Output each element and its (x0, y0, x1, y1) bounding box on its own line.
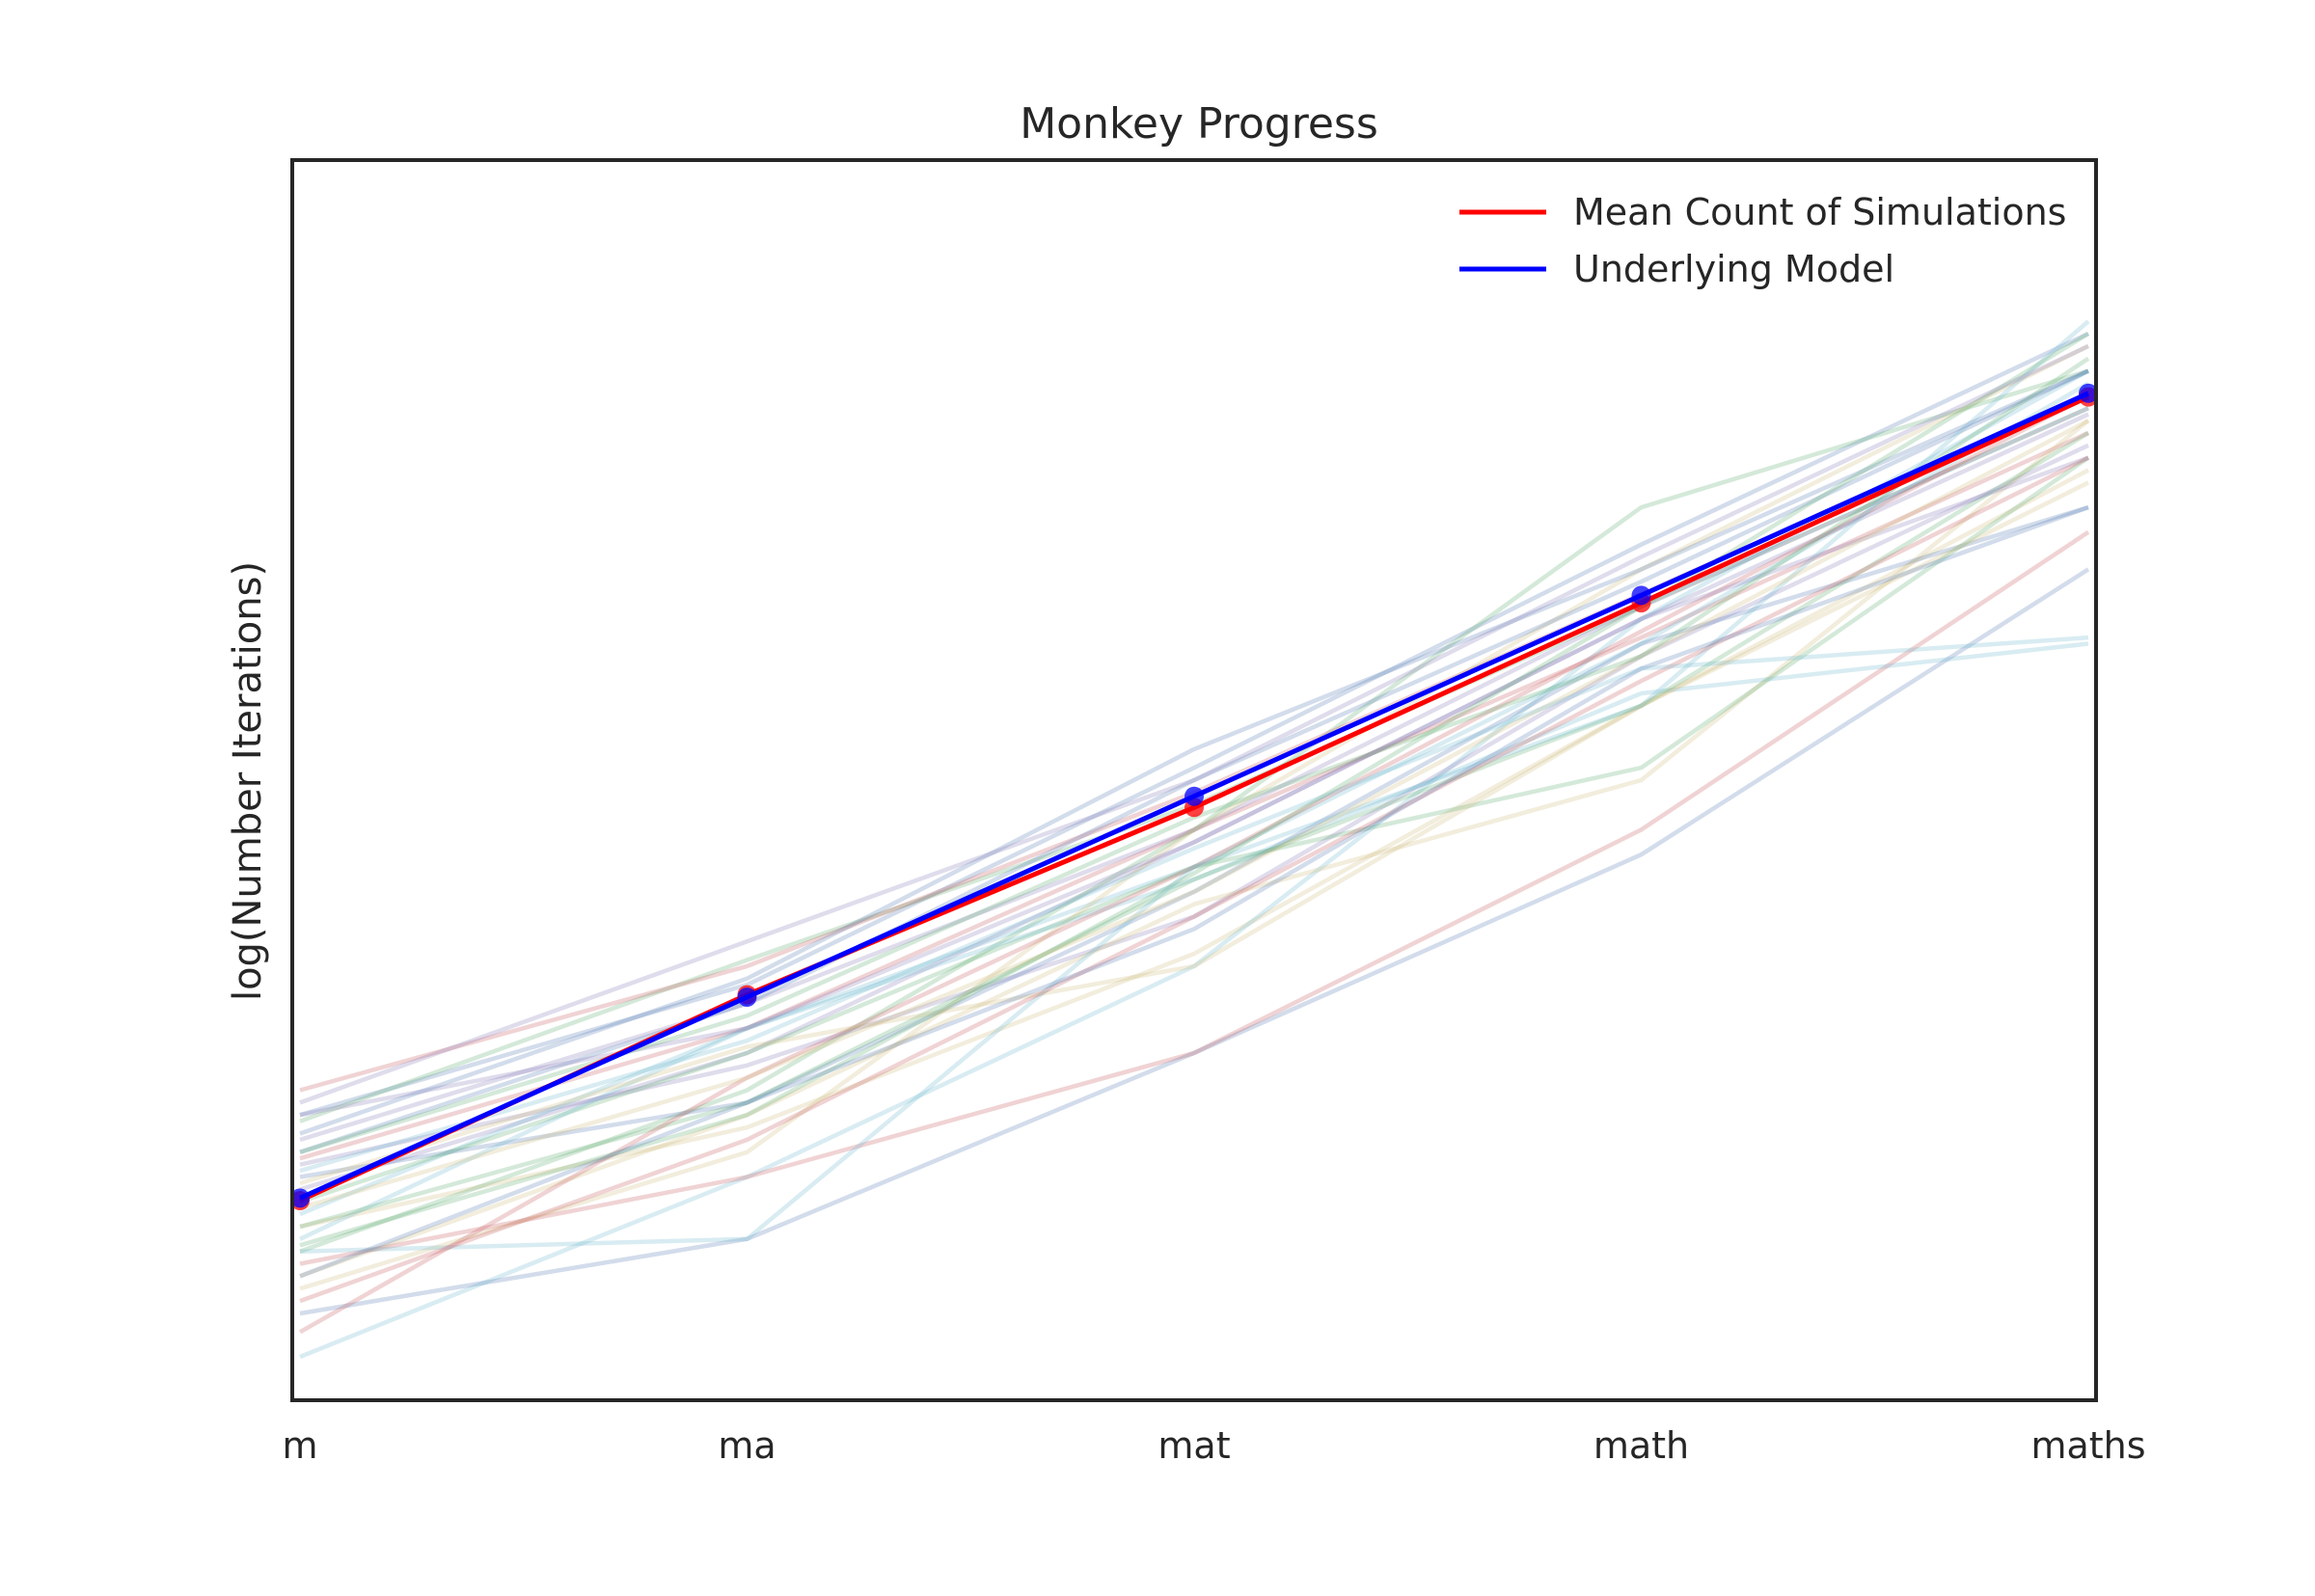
simulation-line-10 (299, 443, 2089, 1167)
simulation-line-28 (299, 343, 2089, 1105)
simulation-line-24 (299, 319, 2090, 1254)
chart-title: Monkey Progress (1020, 99, 1378, 149)
simulation-line-26 (299, 332, 2090, 1248)
series-point-model-maths (2079, 383, 2096, 403)
plot-frame (290, 158, 2098, 1402)
simulation-line-14 (299, 455, 2090, 1204)
simulation-line-16 (299, 406, 2089, 1143)
simulation-line-5 (299, 468, 2090, 1230)
x-tick-label-math: math (1593, 1424, 1689, 1467)
simulation-line-12 (299, 381, 2090, 1217)
x-tick-label-ma: ma (718, 1424, 776, 1467)
x-tick-label-m: m (282, 1424, 317, 1467)
simulation-line-18 (299, 641, 2089, 1241)
series-point-model-m (292, 1188, 310, 1208)
simulation-line-27 (299, 455, 2090, 1304)
main-series (292, 383, 2096, 1210)
simulation-line-17 (299, 343, 2090, 1291)
legend: Mean Count of Simulations Underlying Mod… (1459, 191, 2066, 290)
simulation-line-7 (299, 567, 2090, 1316)
simulation-line-22 (299, 455, 2089, 1118)
simulation-line-23 (299, 480, 2090, 1186)
simulation-line-13 (299, 504, 2089, 1179)
simulation-line-20 (299, 430, 2090, 1230)
simulation-line-25 (299, 368, 2089, 1136)
simulation-line-29 (299, 419, 2090, 1210)
legend-label-model: Underlying Model (1573, 248, 1894, 290)
series-point-model-mat (1185, 786, 1204, 806)
series-point-model-ma (737, 987, 757, 1007)
simulation-line-1 (299, 331, 2089, 1118)
simulation-line-15 (299, 529, 2090, 1266)
series-model (292, 383, 2096, 1208)
simulation-line-3 (299, 430, 2089, 1161)
y-axis-label: log(Number Iterations) (226, 561, 270, 1001)
simulation-line-21 (298, 393, 2090, 1335)
simulation-runs (298, 319, 2090, 1360)
simulation-line-31 (299, 504, 2089, 1279)
x-tick-label-maths: maths (2030, 1424, 2145, 1467)
simulation-line-11 (299, 419, 2090, 1279)
x-tick-labels: m ma mat math maths (282, 1424, 2145, 1467)
simulation-line-4 (299, 412, 2089, 1192)
legend-label-mean: Mean Count of Simulations (1573, 191, 2066, 233)
x-tick-label-mat: mat (1158, 1424, 1230, 1467)
simulation-line-19 (299, 368, 2089, 1154)
simulation-line-8 (299, 368, 2089, 1254)
simulation-line-30 (299, 635, 2089, 1174)
series-point-model-math (1631, 585, 1651, 606)
